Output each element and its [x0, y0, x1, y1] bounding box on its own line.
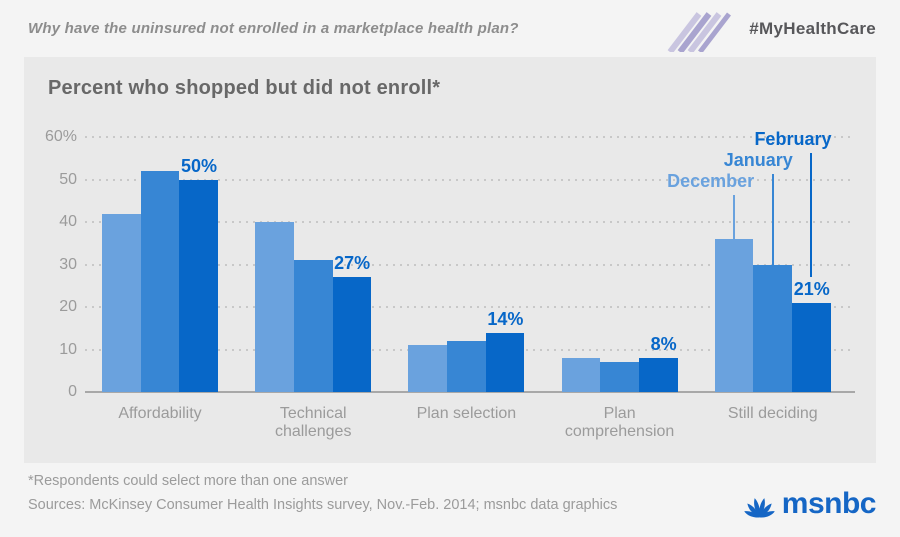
y-axis-tick-label: 50	[59, 170, 77, 188]
gridline-60	[85, 136, 855, 138]
bar-group-affordability: 50%	[102, 137, 218, 392]
header-hashtag-block: #MyHealthCare	[663, 6, 876, 52]
legend-label-february: February	[754, 129, 832, 149]
gridline-30	[85, 263, 855, 266]
bar-group-plan-selection: 14%	[408, 137, 525, 392]
bar-february-plan-selection	[485, 332, 525, 392]
legend-leader-line-december	[733, 195, 736, 239]
legend-leader-line-january	[771, 174, 774, 265]
chart-panel: Percent who shopped but did not enroll* …	[24, 57, 876, 463]
footer-notes: *Respondents could select more than one …	[28, 473, 617, 513]
category-label-technical-challenges: Technical challenges	[274, 405, 352, 440]
page-header: Why have the uninsured not enrolled in a…	[0, 0, 900, 57]
bar-february-technical-challenges	[332, 277, 372, 392]
chart-title: Percent who shopped but did not enroll*	[48, 77, 441, 99]
legend-label-december: December	[667, 171, 755, 191]
bar-february-affordability	[179, 179, 218, 392]
header-question: Why have the uninsured not enrolled in a…	[28, 20, 519, 37]
value-label-affordability: 50%	[180, 155, 217, 176]
bar-december-affordability	[102, 213, 141, 392]
bar-december-technical-challenges	[255, 222, 294, 392]
category-label-affordability: Affordability	[118, 405, 202, 422]
gridline-40	[85, 221, 855, 223]
gridline-20	[85, 306, 855, 308]
bar-february-still-deciding	[792, 302, 831, 392]
category-label-plan-comprehension: Plan comprehension	[564, 405, 675, 440]
value-label-technical-challenges: 27%	[334, 253, 371, 274]
diagonal-stripes-icon	[667, 11, 732, 52]
value-label-still-deciding: 21%	[793, 278, 830, 299]
bar-december-still-deciding	[714, 239, 754, 392]
y-axis-tick-label: 40	[59, 213, 77, 230]
x-axis-baseline	[85, 391, 855, 393]
plot-area: 60% 50 40 30 20 10 0 50% Affordability 27% Technic…	[45, 128, 855, 440]
y-axis-tick-label: 20	[59, 298, 77, 315]
msnbc-logo: msnbc	[743, 487, 877, 521]
bar-january-plan-selection	[447, 341, 486, 392]
logo-text: msnbc	[781, 487, 877, 520]
bar-december-plan-selection	[408, 345, 448, 392]
value-label-plan-selection: 14%	[487, 308, 524, 329]
bar-february-plan-comprehension	[638, 358, 678, 392]
bar-january-affordability	[140, 171, 180, 392]
category-label-still-deciding: Still deciding	[727, 405, 818, 422]
bar-january-technical-challenges	[293, 260, 333, 392]
footnote: *Respondents could select more than one …	[28, 473, 348, 489]
y-axis-tick-label: 10	[59, 340, 77, 358]
y-axis-tick-label: 0	[68, 383, 77, 400]
bar-group-technical-challenges: 27%	[255, 137, 372, 392]
y-axis-tick-label: 30	[59, 255, 77, 273]
legend-leader-line-february	[810, 153, 813, 277]
y-axis-tick-label: 60%	[44, 128, 77, 145]
gridline-50	[85, 178, 855, 181]
legend-label-january: January	[723, 150, 793, 170]
bar-group-plan-comprehension: 8%	[561, 137, 678, 392]
bar-december-plan-comprehension	[561, 358, 601, 392]
bar-group-still-deciding: 21%	[714, 137, 831, 392]
sources-line: Sources: McKinsey Consumer Health Insigh…	[28, 497, 618, 513]
hashtag-label: #MyHealthCare	[749, 18, 876, 38]
bar-january-still-deciding	[753, 264, 793, 392]
bar-january-plan-comprehension	[600, 362, 639, 392]
category-label-plan-selection: Plan selection	[416, 405, 517, 422]
value-label-plan-comprehension: 8%	[650, 334, 677, 354]
peacock-icon	[743, 497, 775, 518]
